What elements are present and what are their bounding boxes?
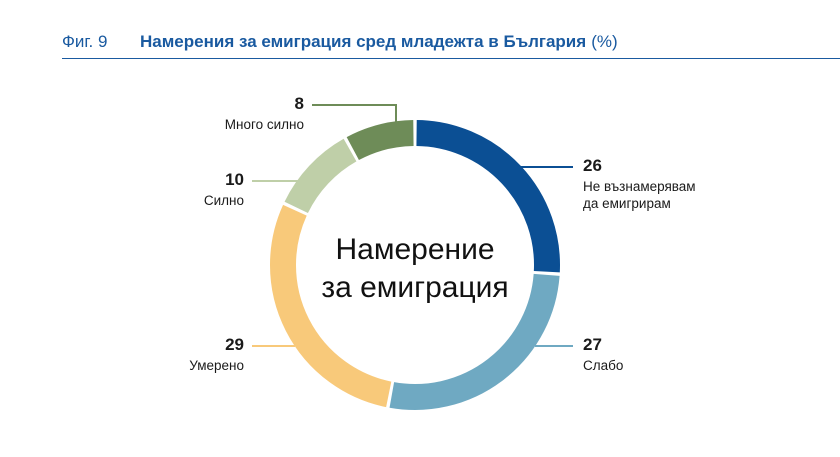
- donut-slice: [416, 120, 560, 273]
- slice-value-label: 10: [225, 170, 244, 189]
- donut-slice: [346, 120, 414, 161]
- slice-labels: 26 Не възнамерявам да емигрирам 27 Слабо 29 Ум…: [189, 94, 695, 373]
- slice-category-label: Не възнамерявам: [583, 179, 696, 194]
- slice-value-label: 8: [295, 94, 304, 113]
- slice-category-label: Умерено: [189, 358, 244, 373]
- figure-number: Фиг. 9: [62, 32, 108, 51]
- center-label-line-1: Намерение: [335, 233, 494, 266]
- slice-category-label: да емигрирам: [583, 196, 671, 211]
- leader-lines: [252, 104, 573, 347]
- center-label-line-2: за емиграция: [321, 271, 508, 304]
- slice-category-label: Много силно: [225, 117, 304, 132]
- donut-slice: [270, 204, 392, 408]
- slice-value-label: 27: [583, 335, 602, 354]
- donut-slice: [284, 138, 357, 214]
- figure-header: Фиг. 9 Намерения за емиграция сред младе…: [62, 32, 840, 59]
- leader-line: [312, 104, 397, 127]
- slice-category-label: Силно: [204, 193, 244, 208]
- donut-slices: [270, 120, 560, 410]
- figure-unit: (%): [591, 32, 618, 51]
- slice-value-label: 29: [225, 335, 244, 354]
- slice-value-label: 26: [583, 156, 602, 175]
- donut-slice: [389, 273, 560, 410]
- figure-title: Намерения за емиграция сред младежта в Б…: [140, 32, 587, 51]
- slice-category-label: Слабо: [583, 358, 623, 373]
